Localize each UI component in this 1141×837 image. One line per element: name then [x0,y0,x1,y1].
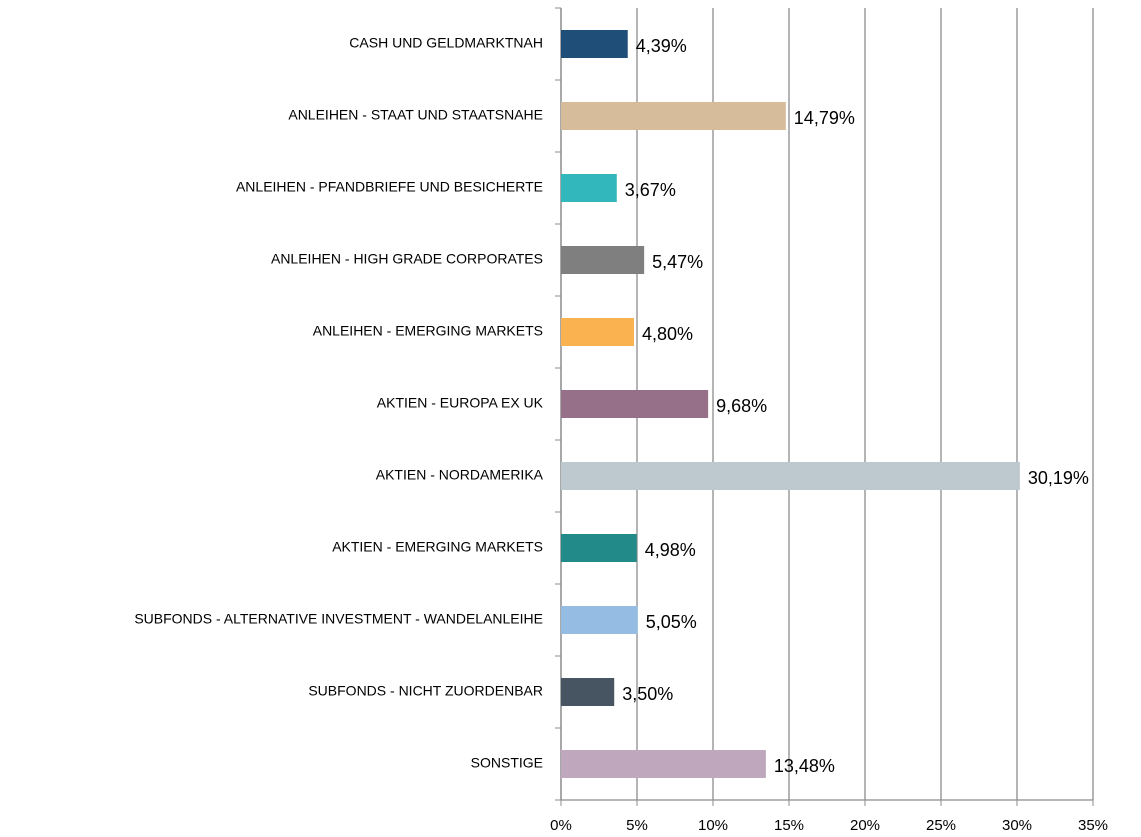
value-label: 3,50% [622,684,673,704]
x-tick-label: 20% [850,817,880,834]
x-tick-label: 10% [698,817,728,834]
category-label: AKTIEN - EUROPA EX UK [377,395,544,411]
bar [561,534,637,562]
value-label: 9,68% [716,396,767,416]
category-label: ANLEIHEN - EMERGING MARKETS [313,323,543,339]
value-label: 4,80% [642,324,693,344]
x-tick-label: 25% [926,817,956,834]
bar [561,750,766,778]
category-label: AKTIEN - NORDAMERIKA [376,467,544,483]
category-label: SUBFONDS - ALTERNATIVE INVESTMENT - WAND… [134,611,543,627]
value-label: 4,98% [645,540,696,560]
value-label: 3,67% [625,180,676,200]
category-label: SUBFONDS - NICHT ZUORDENBAR [308,683,543,699]
value-label: 14,79% [794,108,855,128]
x-tick-label: 30% [1002,817,1032,834]
value-label: 13,48% [774,756,835,776]
bar [561,678,615,706]
bar [561,246,645,274]
category-label: SONSTIGE [471,755,543,771]
bar [561,174,617,202]
bar [561,462,1020,490]
value-label: 5,47% [652,252,703,272]
category-label: CASH UND GELDMARKTNAH [349,35,543,51]
bar [561,390,709,418]
value-label: 30,19% [1028,468,1089,488]
value-label: 4,39% [636,36,687,56]
category-label: AKTIEN - EMERGING MARKETS [332,539,543,555]
bar [561,318,634,346]
x-tick-label: 5% [626,817,648,834]
bar [561,30,628,58]
bar [561,606,638,634]
value-label: 5,05% [646,612,697,632]
category-label: ANLEIHEN - HIGH GRADE CORPORATES [271,251,543,267]
category-label: ANLEIHEN - STAAT UND STAATSNAHE [288,107,543,123]
x-tick-label: 35% [1078,817,1108,834]
x-tick-label: 0% [550,817,572,834]
bar [561,102,786,130]
x-tick-label: 15% [774,817,804,834]
category-label: ANLEIHEN - PFANDBRIEFE UND BESICHERTE [236,179,543,195]
